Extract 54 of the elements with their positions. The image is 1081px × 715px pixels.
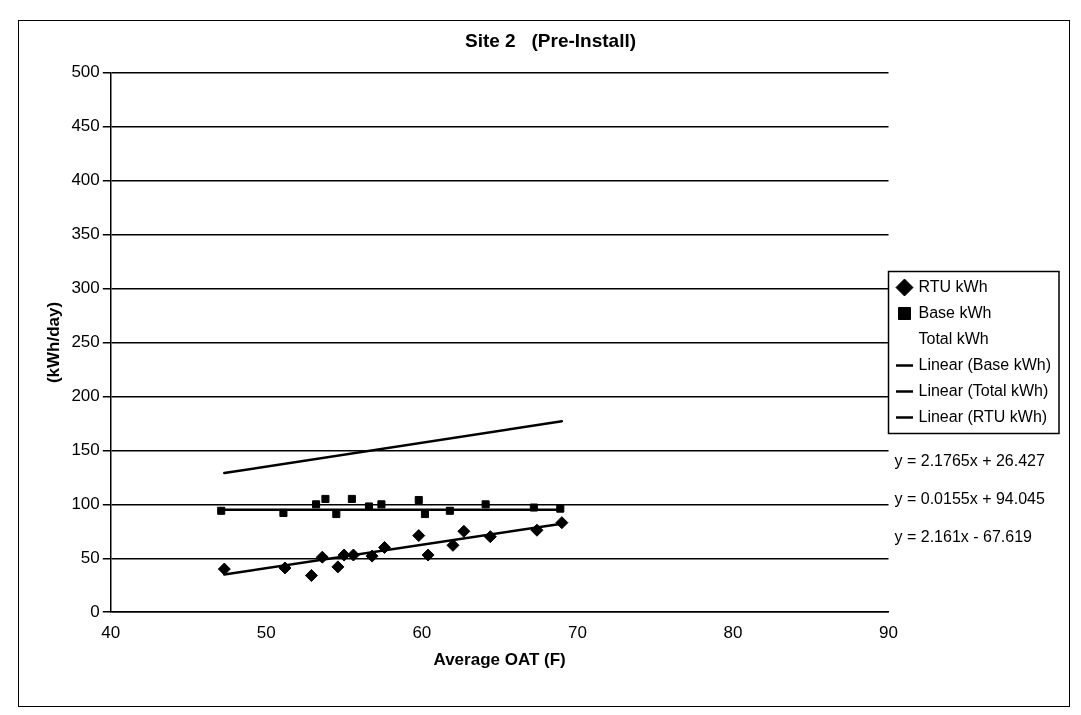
legend-label: Linear (Total kWh) — [918, 381, 1049, 399]
x-tick-label: 80 — [723, 623, 743, 643]
y-tick-label: 150 — [71, 440, 100, 460]
point — [278, 561, 292, 575]
point — [556, 504, 565, 513]
point — [279, 508, 288, 517]
point — [378, 540, 392, 554]
point — [414, 495, 423, 505]
chart-title: Site 2 (Pre-Install) — [464, 29, 637, 51]
legend-label: Total kWh — [918, 329, 989, 347]
text: y = 2.161x - 67.619 — [894, 527, 1033, 545]
point — [312, 500, 321, 509]
point — [481, 500, 490, 509]
point — [412, 529, 426, 543]
point — [331, 560, 345, 574]
point — [217, 562, 231, 576]
point — [217, 506, 226, 515]
x-tick-label: 90 — [879, 623, 898, 643]
legend-label: Linear (Base kWh) — [918, 355, 1052, 373]
x-tick-label: 50 — [256, 623, 276, 643]
y-tick-label: 300 — [71, 278, 100, 298]
point — [483, 530, 497, 544]
point — [457, 524, 471, 538]
y-axis-title: (kWh/day) — [43, 301, 63, 384]
legend-label: Linear (RTU kWh) — [918, 407, 1048, 425]
point — [421, 548, 435, 562]
y-tick-label: 350 — [71, 224, 100, 244]
y-tick-label: 250 — [71, 332, 100, 352]
y-tick-label: 500 — [71, 62, 100, 82]
point — [304, 569, 318, 583]
y-tick-label: 400 — [71, 170, 100, 190]
y-tick-label: 100 — [71, 494, 100, 514]
point — [529, 503, 538, 512]
point — [337, 548, 351, 562]
text: y = 2.1765x + 26.427 — [894, 451, 1045, 469]
point — [555, 516, 569, 530]
y-tick-label: 200 — [71, 386, 100, 406]
legend-label: RTU kWh — [918, 277, 988, 295]
y-tick-label: 450 — [71, 116, 100, 136]
point — [445, 506, 454, 515]
y-tick-label: 50 — [80, 547, 100, 567]
text: y = 0.0155x + 94.045 — [894, 489, 1045, 507]
x-axis-title: Average OAT (F) — [433, 650, 566, 670]
legend-label: Base kWh — [918, 303, 992, 321]
x-tick-label: 40 — [101, 623, 121, 643]
point — [530, 523, 544, 537]
point — [347, 494, 356, 503]
x-tick-label: 60 — [412, 623, 432, 643]
point — [315, 550, 329, 564]
point — [377, 500, 386, 509]
y-tick-label: 0 — [90, 601, 100, 621]
point — [321, 494, 330, 503]
point — [365, 549, 379, 563]
x-tick-label: 70 — [567, 623, 587, 643]
